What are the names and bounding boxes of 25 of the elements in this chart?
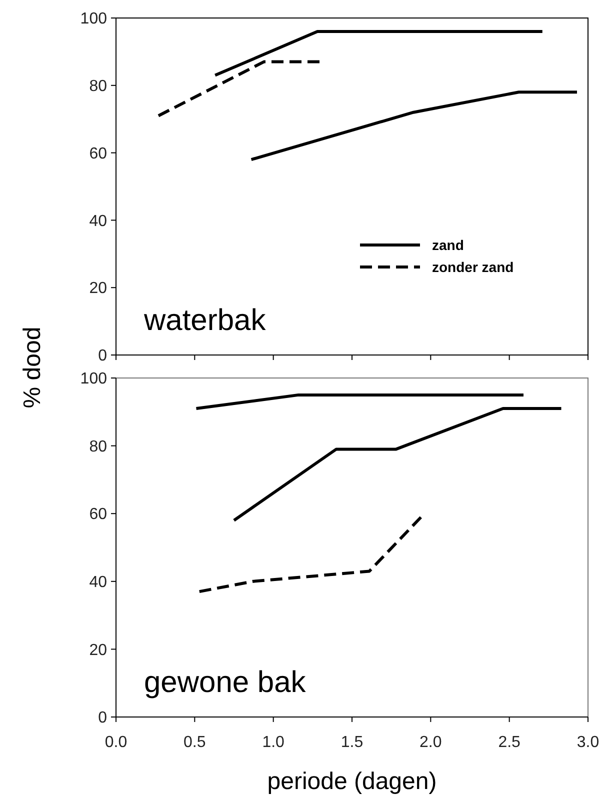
legend-label: zonder zand: [432, 258, 514, 275]
y-tick-label: 80: [89, 438, 108, 456]
y-tick-label: 60: [89, 145, 108, 162]
y-axis-title: % dood: [19, 326, 46, 408]
x-tick-label: 0.0: [104, 734, 128, 751]
y-tick-label: 40: [89, 574, 108, 591]
y-tick-label: 100: [80, 370, 108, 388]
y-tick-label: 80: [89, 78, 108, 95]
legend-label: zand: [432, 236, 464, 253]
y-tick-label: 20: [89, 280, 108, 298]
annotation: waterbak: [143, 304, 267, 337]
y-tick-label: 0: [98, 348, 108, 365]
y-tick-label: 20: [89, 642, 108, 659]
x-tick-label: 0.5: [184, 734, 206, 751]
x-tick-label: 3.0: [576, 734, 600, 751]
x-tick-label: 2.5: [498, 734, 521, 751]
y-tick-label: 40: [89, 212, 108, 230]
y-tick-label: 0: [98, 710, 108, 727]
y-tick-label: 100: [80, 10, 108, 28]
x-tick-label: 1.5: [340, 734, 364, 751]
y-tick-label: 60: [89, 506, 108, 524]
x-tick-label: 1.0: [262, 734, 285, 751]
annotation: gewone bak: [144, 666, 307, 699]
x-tick-label: 2.0: [420, 734, 442, 751]
x-axis-title: periode (dagen): [267, 768, 437, 795]
